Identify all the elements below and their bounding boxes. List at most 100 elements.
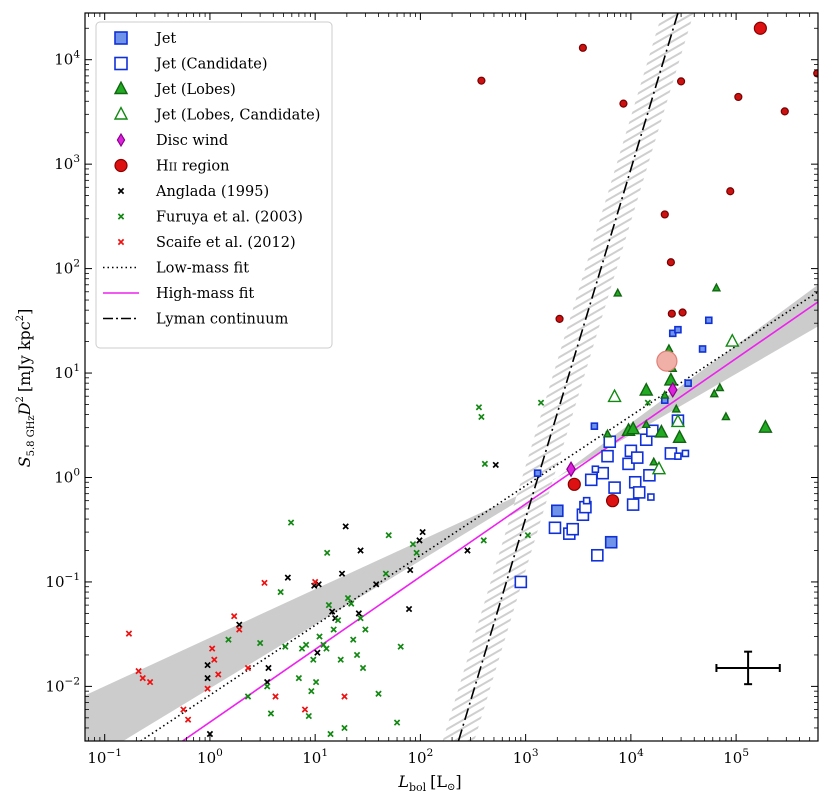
legend-entry: Jet (Lobes, Candidate) — [113, 106, 320, 124]
data-point — [619, 99, 628, 108]
data-point — [726, 187, 735, 196]
y-tick-label: 10−1 — [45, 571, 80, 591]
data-point — [301, 706, 309, 713]
data-point — [277, 588, 284, 596]
data-point — [341, 693, 348, 700]
data-point — [359, 664, 367, 672]
low-mass-fit-band — [85, 284, 818, 741]
high-mass-fit-line — [182, 301, 818, 741]
low-mass-fit-line — [140, 291, 818, 741]
data-point — [362, 626, 369, 633]
data-point — [338, 570, 346, 577]
legend-label: Lyman continuum — [156, 312, 289, 328]
legend-entry: Jet (Candidate) — [114, 57, 267, 73]
data-point — [135, 667, 142, 675]
legend-frame — [95, 21, 333, 349]
legend-entry: High-mass fit — [103, 286, 254, 302]
axis-ticks — [85, 13, 818, 741]
legend: Jet Jet (Candidate) Jet (Lobes) Jet (Lobes,… — [95, 21, 333, 349]
legend-entry: Jet — [114, 31, 176, 47]
data-point — [608, 481, 621, 494]
data-point — [397, 643, 404, 650]
data-point — [660, 389, 670, 399]
data-point — [601, 449, 614, 463]
data-point — [272, 693, 279, 700]
data-point — [236, 626, 243, 633]
data-point — [704, 316, 713, 325]
error-bar — [715, 650, 781, 686]
legend-swatch — [116, 132, 126, 148]
data-point — [350, 636, 357, 643]
legend-label: Jet — [154, 31, 176, 47]
legend-label: HII region — [156, 159, 229, 175]
legend-entry: HII region — [114, 159, 229, 175]
series-hii-region-small — [477, 43, 818, 323]
series-scaife-et-al-2012- — [125, 578, 348, 723]
data-point — [641, 419, 651, 429]
data-point — [372, 581, 380, 588]
legend-entry: Furuya et al. (2003) — [117, 210, 303, 226]
data-point — [334, 617, 342, 624]
data-point — [666, 258, 675, 267]
data-point — [584, 473, 598, 487]
data-point — [344, 594, 352, 602]
data-point — [125, 630, 133, 637]
legend-entry: Anglada (1995) — [117, 184, 269, 200]
x-tick-label: 104 — [618, 747, 644, 767]
data-point — [674, 452, 682, 460]
legend-swatch — [114, 31, 128, 45]
data-point — [382, 570, 390, 577]
data-point — [647, 493, 655, 501]
data-point — [316, 633, 323, 640]
data-point — [607, 388, 622, 403]
data-point — [639, 382, 654, 396]
x-tick-label: 100 — [197, 747, 223, 767]
data-point — [582, 496, 591, 505]
data-point — [533, 469, 542, 477]
data-point — [208, 645, 216, 652]
data-point — [263, 683, 271, 690]
data-point — [656, 350, 678, 372]
series-jet — [551, 504, 618, 549]
data-point — [537, 399, 545, 406]
data-point — [204, 661, 211, 669]
axis-tick-labels: 10−1 100 101 102 103 104 105 10−2 10−1 100 101 102 1… — [45, 49, 749, 767]
data-point — [337, 656, 344, 663]
data-point — [225, 636, 232, 643]
data-point — [602, 428, 613, 438]
data-point — [327, 730, 334, 738]
y-tick-label: 101 — [54, 362, 80, 382]
data-point — [464, 547, 471, 554]
data-point — [180, 706, 187, 713]
data-point — [204, 674, 211, 682]
x-tick-label: 105 — [723, 747, 749, 767]
legend-label: Disc wind — [156, 133, 228, 149]
data-point — [477, 76, 486, 85]
data-point — [265, 664, 272, 672]
data-point — [613, 287, 623, 297]
legend-entry: Lyman continuum — [103, 312, 289, 328]
data-point — [625, 420, 641, 435]
data-point — [385, 532, 392, 539]
data-point — [480, 537, 487, 544]
data-point — [566, 461, 576, 478]
data-point — [514, 575, 528, 589]
legend-swatch — [113, 106, 129, 120]
plot-frame — [84, 12, 819, 742]
x-tick-label: 102 — [408, 747, 434, 767]
data-point — [684, 379, 692, 387]
data-point — [405, 605, 413, 613]
y-axis-label: S5.8 GHzD2[mJy kpc2] — [15, 309, 37, 468]
data-point — [711, 282, 722, 292]
y-tick-label: 102 — [54, 258, 80, 278]
data-point — [342, 523, 349, 530]
legend-entry: Low-mass fit — [103, 261, 249, 277]
data-point — [419, 528, 426, 536]
data-point — [314, 649, 321, 656]
data-point — [681, 449, 690, 458]
data-point — [409, 540, 417, 548]
data-point — [215, 671, 222, 678]
data-point — [328, 608, 336, 615]
data-point — [605, 494, 620, 508]
data-point — [578, 43, 587, 52]
